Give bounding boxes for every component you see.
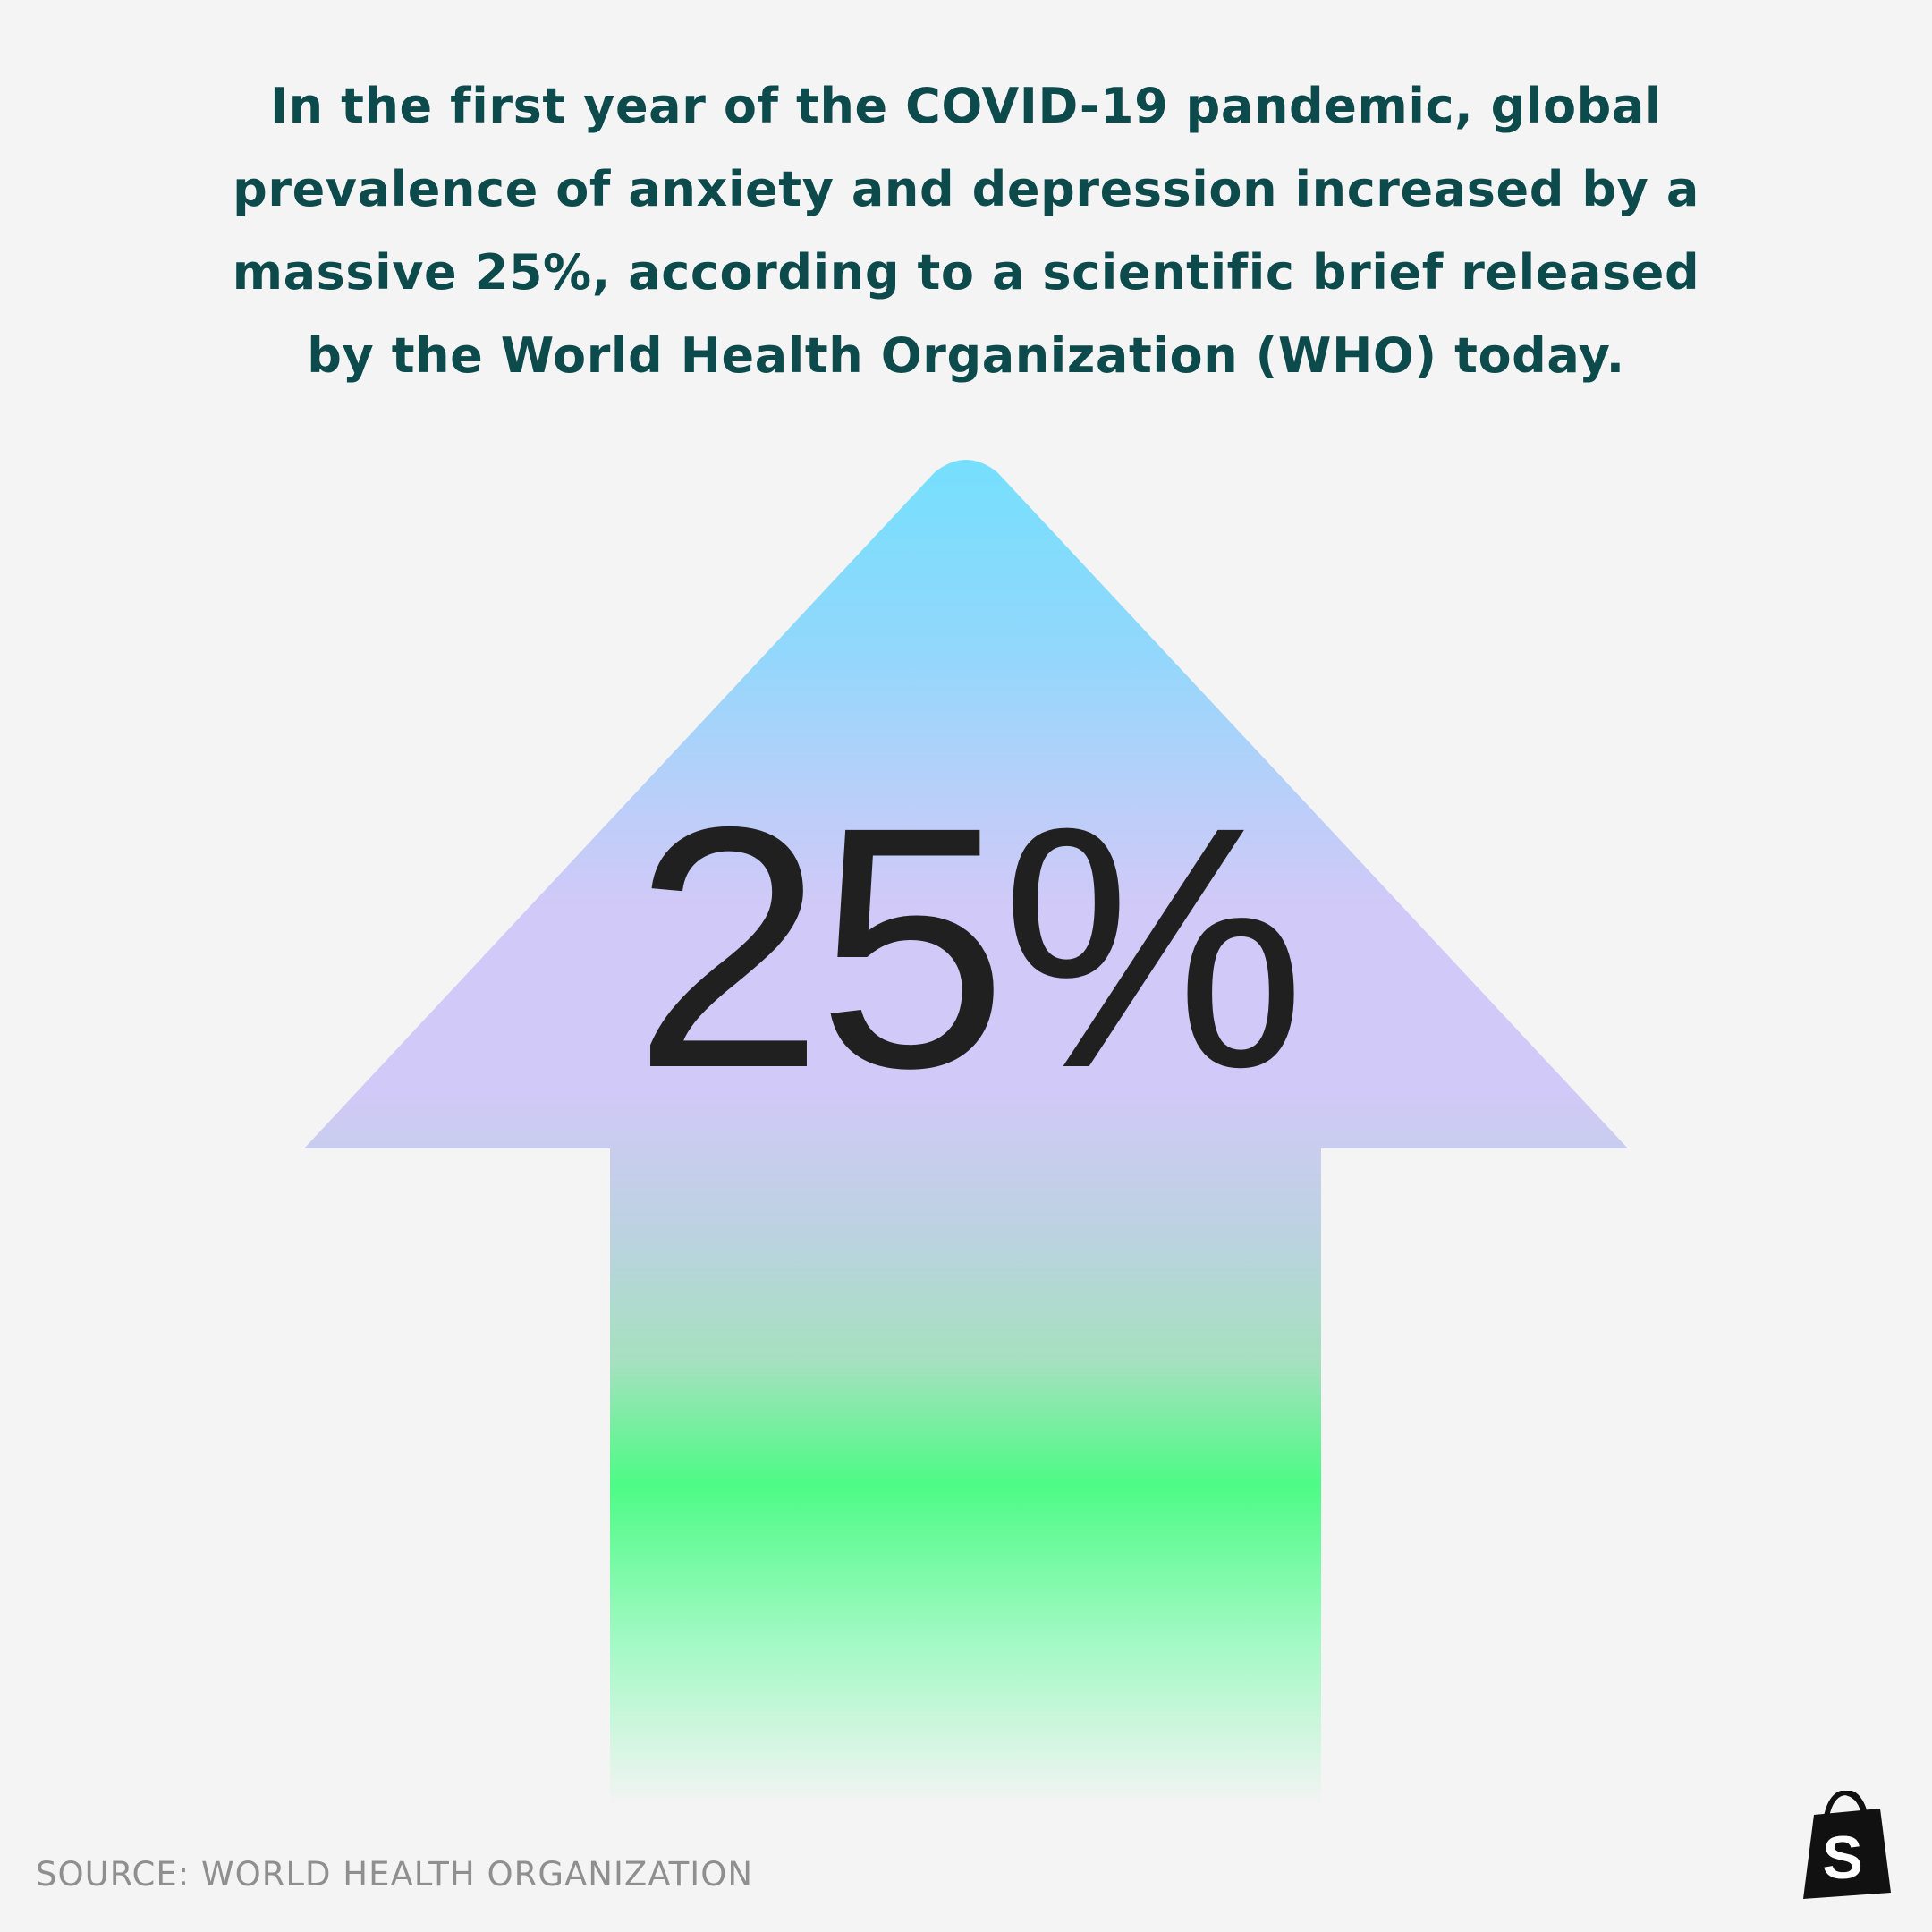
shopping-bag-icon: S — [1803, 1791, 1891, 1899]
big-percentage-stat: 25% — [632, 756, 1307, 1140]
arrow-shape — [304, 460, 1628, 1807]
logo-letter: S — [1822, 1824, 1862, 1892]
headline: In the first year of the COVID-19 pandem… — [232, 78, 1700, 384]
source-label: SOURCE: WORLD HEALTH ORGANIZATION — [36, 1855, 753, 1894]
